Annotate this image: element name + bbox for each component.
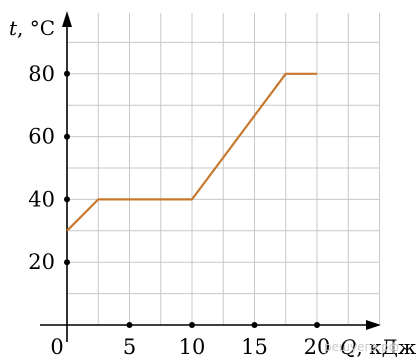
y-tick-dot [64,196,70,203]
x-axis-variable: Q [340,335,356,359]
y-axis-variable: t [9,16,18,40]
x-tick-dot [189,322,195,328]
x-tick-dot [314,322,320,328]
series [66,72,318,232]
y-tick-dot [64,70,70,77]
y-axis-title: t, °C [9,16,55,40]
y-tick-dot [64,133,70,140]
x-tick-dot [251,322,258,328]
x-axis-arrow [366,320,381,330]
x-tick-label: 20 [304,335,331,359]
x-tick-label: 10 [179,335,206,359]
y-tick-label: 60 [28,125,55,149]
x-tick-label: 15 [241,335,268,359]
axes [40,11,381,342]
y-axis-unit: , °C [17,16,55,40]
y-tick-label: 20 [28,250,55,274]
x-tick-label: 5 [123,335,136,359]
x-axis-unit: , кДж [356,335,416,359]
watermark: решуегэ.рф [324,340,399,354]
grid [67,13,380,325]
y-tick-label: 40 [28,187,55,211]
tick-labels: 0 5 10 15 20 20 40 60 80 [28,62,330,359]
y-tick-label: 80 [28,62,55,86]
x-tick-label: 0 [50,335,63,359]
y-axis-arrow [62,11,72,27]
y-tick-dot [64,259,70,266]
x-tick-dot [126,322,133,328]
x-axis-title: Q, кДж [340,335,417,359]
